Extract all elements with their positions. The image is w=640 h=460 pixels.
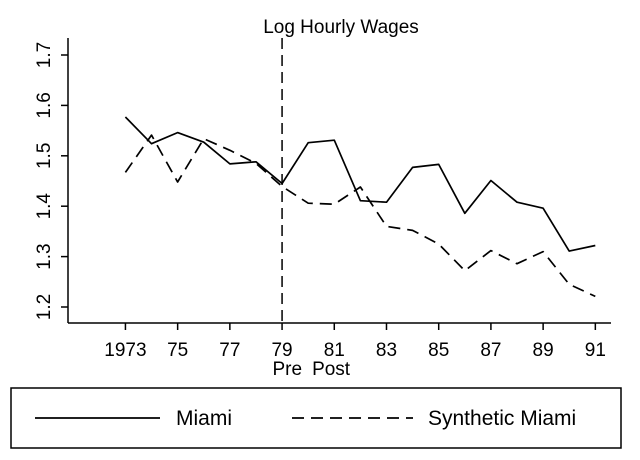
legend-label-synthetic-miami: Synthetic Miami xyxy=(428,407,576,430)
legend-box xyxy=(10,387,622,449)
x-tick-label: 81 xyxy=(324,340,345,361)
x-tick-label: 83 xyxy=(376,340,397,361)
x-ticks: 1973 75 77 79 81 83 85 87 89 91 xyxy=(104,323,606,361)
series-line-miami xyxy=(124,116,596,252)
x-tick-label: 87 xyxy=(480,340,501,361)
x-tick-label: 85 xyxy=(428,340,449,361)
x-tick-label: 77 xyxy=(219,340,240,361)
x-tick-label: 75 xyxy=(167,340,188,361)
post-label: Post xyxy=(312,359,351,380)
y-tick-label: 1.4 xyxy=(34,193,55,220)
y-tick-label: 1.5 xyxy=(34,143,55,169)
series-line-synthetic-miami xyxy=(124,134,596,298)
y-tick-label: 1.3 xyxy=(34,243,55,269)
x-tick-label: 1973 xyxy=(104,340,146,361)
y-tick-label: 1.2 xyxy=(34,294,55,320)
legend-label-miami: Miami xyxy=(176,407,232,430)
y-tick-label: 1.6 xyxy=(34,92,55,118)
y-tick-label: 1.7 xyxy=(34,42,55,68)
pre-label: Pre xyxy=(272,359,302,380)
y-ticks: 1.2 1.3 1.4 1.5 1.6 1.7 xyxy=(34,42,68,320)
chart-title: Log Hourly Wages xyxy=(263,17,419,38)
x-tick-label: 91 xyxy=(585,340,606,361)
x-tick-label: 89 xyxy=(533,340,554,361)
plot-lines xyxy=(124,116,596,298)
x-tick-label: 79 xyxy=(271,340,292,361)
